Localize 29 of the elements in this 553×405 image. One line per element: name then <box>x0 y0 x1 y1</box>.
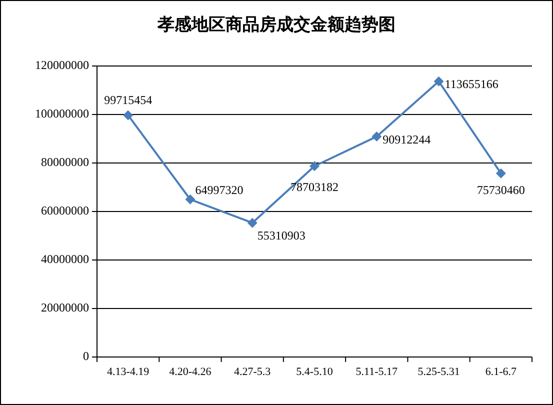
data-label: 64997320 <box>195 183 244 198</box>
y-tick-label: 60000000 <box>41 203 89 218</box>
data-label: 113655166 <box>444 77 498 92</box>
point <box>496 168 506 178</box>
x-tick-label: 5.25-5.31 <box>418 366 460 378</box>
data-label: 90912244 <box>382 132 431 146</box>
data-label: 75730460 <box>476 183 525 198</box>
y-tick-label: 80000000 <box>41 154 89 169</box>
data-label: 99715454 <box>104 92 152 107</box>
point <box>434 76 444 86</box>
y-tick-label: 0 <box>83 348 89 363</box>
point <box>185 194 196 204</box>
point <box>123 110 134 120</box>
y-tick-label: 120000000 <box>35 58 89 72</box>
x-tick-label: 5.4-5.10 <box>296 366 334 378</box>
x-tick-label: 4.27-5.3 <box>234 366 272 378</box>
x-tick-label: 6.1-6.7 <box>485 366 518 378</box>
x-tick-label: 4.13-4.19 <box>106 366 150 378</box>
data-label: 55310903 <box>257 228 306 243</box>
x-tick-label: 5.11-5.17 <box>356 366 398 378</box>
point <box>310 161 320 172</box>
point <box>372 132 382 142</box>
y-tick-label: 100000000 <box>35 106 89 120</box>
x-tick-label: 4.20-4.26 <box>169 366 212 378</box>
y-tick-label: 40000000 <box>41 252 89 266</box>
data-label: 78703182 <box>290 180 338 194</box>
point <box>247 218 258 228</box>
chart-title: 孝感地区商品房成交金额趋势图 <box>156 15 396 35</box>
y-tick-label: 20000000 <box>41 300 89 314</box>
